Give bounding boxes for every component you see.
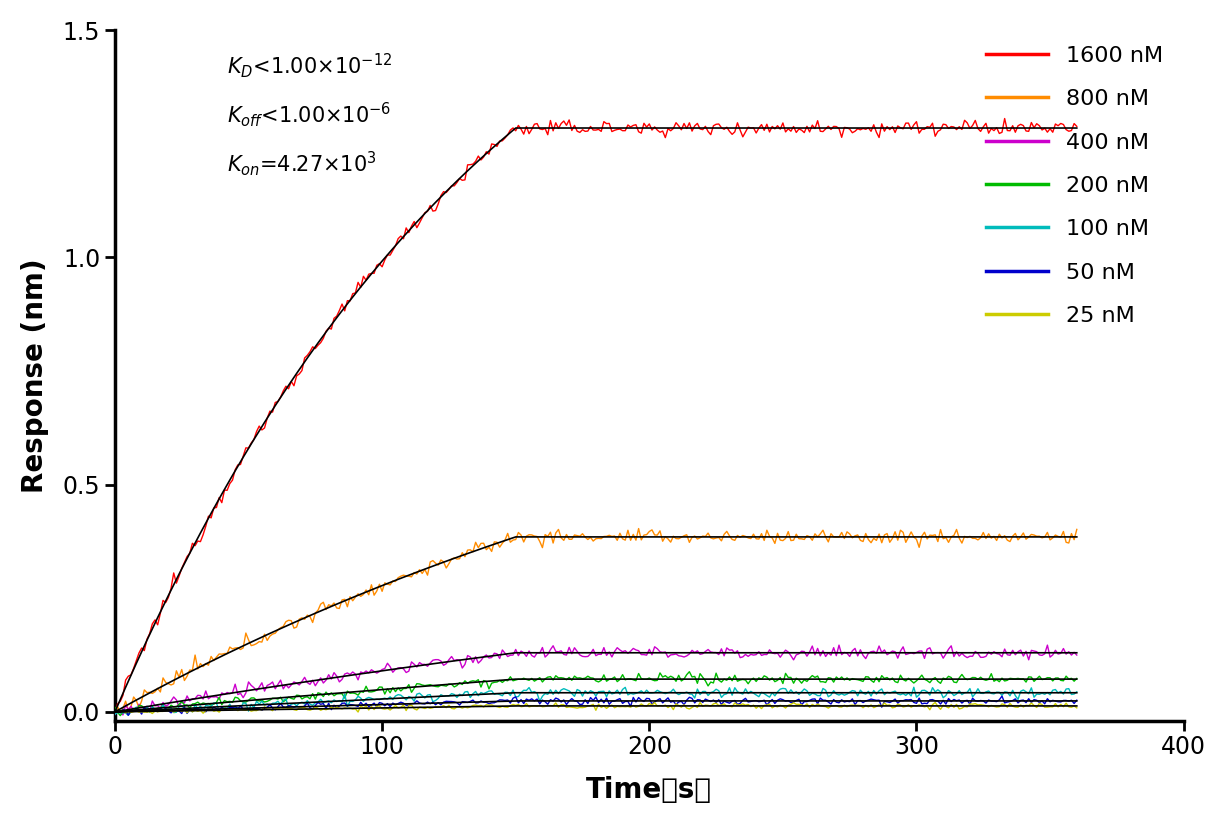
Line: 25 nM: 25 nM [115, 702, 1077, 714]
400 nM [690, 646, 704, 656]
25 nM [928, 697, 942, 707]
800 nM [1070, 525, 1085, 535]
200 nM [714, 677, 729, 687]
1600 nM [1070, 121, 1085, 131]
800 nM [660, 534, 675, 544]
800 nM [693, 533, 708, 543]
200 nM [658, 671, 672, 681]
800 nM [137, 685, 152, 695]
50 nM [658, 695, 672, 705]
200 nM [290, 691, 304, 700]
800 nM [108, 706, 123, 716]
Y-axis label: Response (nm): Response (nm) [21, 258, 49, 493]
800 nM [957, 531, 972, 541]
25 nM [658, 700, 672, 710]
50 nM [712, 695, 726, 705]
200 nM [682, 667, 697, 676]
100 nM [137, 706, 152, 716]
X-axis label: Time（s）: Time（s） [587, 776, 713, 804]
100 nM [690, 684, 704, 694]
1600 nM [108, 708, 123, 718]
800 nM [631, 524, 645, 534]
400 nM [712, 649, 726, 659]
100 nM [712, 686, 726, 695]
400 nM [955, 648, 969, 658]
25 nM [290, 705, 304, 715]
100 nM [108, 710, 123, 719]
100 nM [957, 688, 972, 698]
100 nM [907, 682, 921, 692]
Line: 50 nM: 50 nM [115, 696, 1077, 715]
Legend: 1600 nM, 800 nM, 400 nM, 200 nM, 100 nM, 50 nM, 25 nM: 1600 nM, 800 nM, 400 nM, 200 nM, 100 nM,… [977, 37, 1172, 335]
50 nM [995, 691, 1010, 701]
1600 nM [709, 120, 724, 130]
400 nM [1040, 640, 1055, 650]
50 nM [955, 698, 969, 708]
Line: 400 nM: 400 nM [115, 645, 1077, 715]
25 nM [1070, 703, 1085, 713]
50 nM [137, 702, 152, 712]
Line: 800 nM: 800 nM [115, 529, 1077, 713]
Line: 1600 nM: 1600 nM [115, 119, 1077, 713]
400 nM [115, 710, 130, 720]
Line: 200 nM: 200 nM [115, 672, 1077, 715]
800 nM [113, 708, 128, 718]
Text: $K_D$<1.00×10$^{-12}$
$K_{off}$<1.00×10$^{-6}$
$K_{on}$=4.27×10$^3$: $K_D$<1.00×10$^{-12}$ $K_{off}$<1.00×10$… [227, 51, 393, 177]
1600 nM [134, 643, 148, 653]
800 nM [290, 622, 304, 632]
50 nM [690, 695, 704, 705]
200 nM [957, 673, 972, 683]
800 nM [714, 536, 729, 546]
25 nM [957, 701, 972, 711]
200 nM [113, 710, 128, 720]
50 nM [1070, 695, 1085, 705]
25 nM [134, 707, 148, 717]
400 nM [1070, 650, 1085, 660]
100 nM [290, 701, 304, 711]
200 nM [1070, 673, 1085, 683]
1600 nM [655, 126, 670, 136]
100 nM [658, 689, 672, 699]
50 nM [108, 705, 123, 714]
50 nM [290, 701, 304, 711]
1600 nM [287, 381, 302, 391]
1600 nM [952, 122, 967, 132]
400 nM [108, 710, 123, 719]
25 nM [145, 709, 160, 719]
200 nM [108, 703, 123, 713]
50 nM [121, 710, 136, 720]
100 nM [1070, 687, 1085, 697]
400 nM [658, 647, 672, 657]
200 nM [693, 669, 708, 679]
25 nM [690, 702, 704, 712]
100 nM [121, 710, 136, 720]
Line: 100 nM: 100 nM [115, 687, 1077, 715]
1600 nM [998, 114, 1012, 124]
400 nM [137, 704, 152, 714]
200 nM [137, 703, 152, 713]
400 nM [290, 678, 304, 688]
1600 nM [687, 121, 702, 131]
25 nM [712, 700, 726, 710]
25 nM [108, 707, 123, 717]
